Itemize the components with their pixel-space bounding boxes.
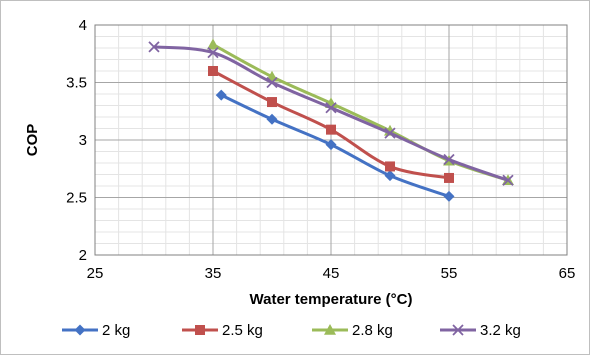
- y-tick-label: 2.5: [66, 190, 87, 207]
- x-tick-label: 55: [441, 265, 458, 282]
- data-point: [148, 41, 160, 53]
- data-point: [384, 170, 396, 182]
- legend-swatch-marker: [452, 324, 464, 336]
- legend-label: 2.5 kg: [222, 322, 263, 339]
- data-point: [325, 102, 337, 114]
- legend-label: 3.2 kg: [480, 322, 521, 339]
- y-tick-label: 2: [79, 247, 87, 264]
- legend-label: 2.8 kg: [352, 322, 393, 339]
- y-tick-label: 3.5: [66, 75, 87, 92]
- x-tick-label: 45: [323, 265, 340, 282]
- legend-entry: 3.2 kg: [440, 322, 521, 339]
- data-point: [267, 97, 277, 108]
- plot-area-border: [94, 24, 568, 256]
- x-tick-label: 35: [205, 265, 222, 282]
- y-tick-label: 3: [79, 132, 87, 149]
- y-axis-title: COP: [24, 124, 41, 157]
- y-tick-label: 4: [79, 17, 87, 34]
- data-point: [208, 66, 218, 76]
- data-point: [266, 113, 278, 125]
- series: [148, 38, 514, 202]
- data-point: [384, 127, 396, 139]
- legend-label: 2 kg: [102, 322, 130, 339]
- data-point: [443, 190, 455, 202]
- legend-swatch-marker: [74, 324, 86, 336]
- x-tick-label: 25: [87, 265, 104, 282]
- series-1: [208, 66, 454, 183]
- x-axis-title: Water temperature (°C): [250, 291, 413, 308]
- data-point: [444, 172, 454, 183]
- series-3: [148, 41, 514, 186]
- data-point: [266, 76, 278, 89]
- data-point: [326, 124, 336, 135]
- data-point: [207, 38, 219, 50]
- data-point: [325, 139, 337, 151]
- series-0: [215, 89, 455, 202]
- legend-entry: 2.5 kg: [182, 322, 263, 339]
- data-point: [215, 89, 227, 101]
- x-tick-label: 65: [559, 265, 576, 282]
- legend-swatch-marker: [324, 324, 336, 335]
- data-point: [207, 46, 219, 59]
- legend-swatch-marker: [195, 325, 205, 335]
- legend: 2 kg 2.5 kg 2.8 kg 3.2 kg: [62, 322, 521, 339]
- data-point: [443, 153, 455, 166]
- legend-entry: 2.8 kg: [312, 322, 393, 339]
- legend-entry: 2 kg: [62, 322, 130, 339]
- data-point: [385, 161, 395, 172]
- data-point: [502, 174, 514, 186]
- axis-ticks: 25 35 45 55 65 2 2.5 3 3.5 4: [66, 17, 575, 282]
